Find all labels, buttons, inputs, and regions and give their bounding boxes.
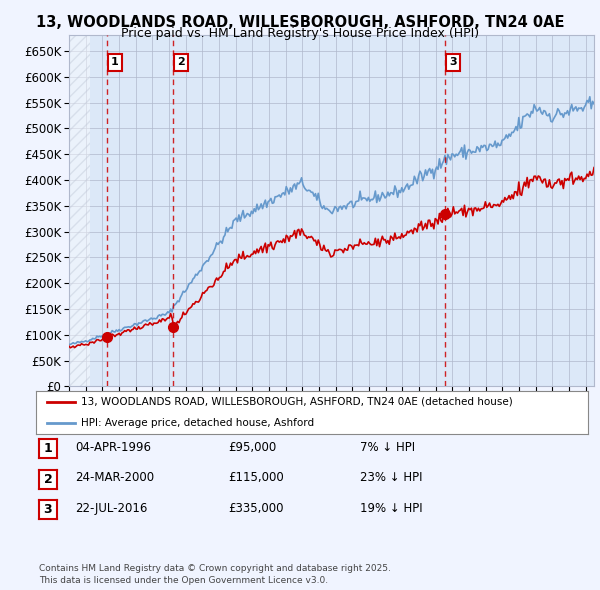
Text: 2: 2 (44, 473, 52, 486)
Text: 19% ↓ HPI: 19% ↓ HPI (360, 502, 422, 515)
Text: Contains HM Land Registry data © Crown copyright and database right 2025.
This d: Contains HM Land Registry data © Crown c… (39, 565, 391, 585)
Text: 04-APR-1996: 04-APR-1996 (75, 441, 151, 454)
Text: HPI: Average price, detached house, Ashford: HPI: Average price, detached house, Ashf… (81, 418, 314, 428)
Text: Price paid vs. HM Land Registry's House Price Index (HPI): Price paid vs. HM Land Registry's House … (121, 27, 479, 40)
Text: 1: 1 (44, 442, 52, 455)
Text: £335,000: £335,000 (228, 502, 284, 515)
Text: 2: 2 (177, 57, 185, 67)
Text: 22-JUL-2016: 22-JUL-2016 (75, 502, 148, 515)
Text: 13, WOODLANDS ROAD, WILLESBOROUGH, ASHFORD, TN24 0AE: 13, WOODLANDS ROAD, WILLESBOROUGH, ASHFO… (36, 15, 564, 30)
Text: £115,000: £115,000 (228, 471, 284, 484)
Text: 1: 1 (111, 57, 119, 67)
Text: 7% ↓ HPI: 7% ↓ HPI (360, 441, 415, 454)
Text: £95,000: £95,000 (228, 441, 276, 454)
Text: 23% ↓ HPI: 23% ↓ HPI (360, 471, 422, 484)
Text: 3: 3 (44, 503, 52, 516)
Text: 13, WOODLANDS ROAD, WILLESBOROUGH, ASHFORD, TN24 0AE (detached house): 13, WOODLANDS ROAD, WILLESBOROUGH, ASHFO… (81, 397, 513, 407)
Text: 3: 3 (449, 57, 457, 67)
Text: 24-MAR-2000: 24-MAR-2000 (75, 471, 154, 484)
